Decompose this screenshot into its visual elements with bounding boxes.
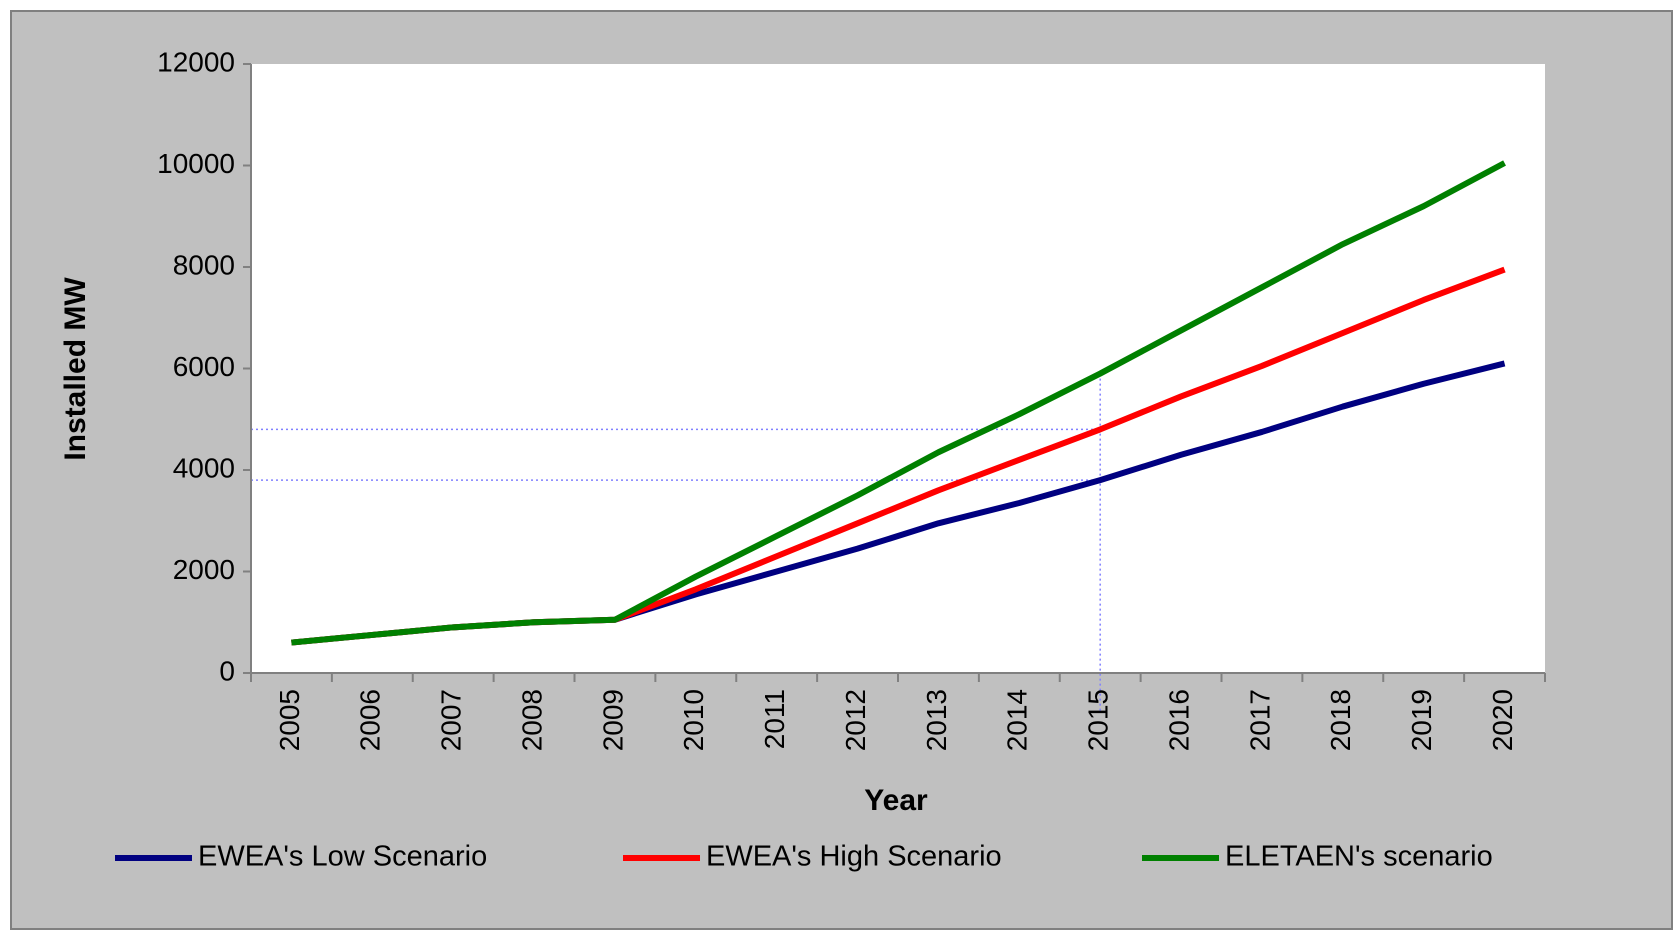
x-tick-label: 2016 <box>1163 689 1194 751</box>
x-tick-label: 2014 <box>1002 689 1033 751</box>
y-tick-label: 12000 <box>157 46 235 77</box>
legend-label: EWEA's High Scenario <box>706 841 1002 873</box>
x-tick-label: 2009 <box>597 689 628 751</box>
y-tick-label: 6000 <box>173 351 235 382</box>
plot-area <box>251 64 1545 673</box>
x-tick-label: 2013 <box>921 689 952 751</box>
x-tick-label: 2020 <box>1487 689 1518 751</box>
x-tick-label: 2019 <box>1406 689 1437 751</box>
legend-label: ELETAEN's scenario <box>1225 841 1493 873</box>
x-tick-label: 2017 <box>1244 689 1275 751</box>
x-tick-label: 2018 <box>1325 689 1356 751</box>
x-tick-label: 2006 <box>355 689 386 751</box>
y-axis-title: Installed MW <box>59 277 92 461</box>
x-tick-label: 2010 <box>678 689 709 751</box>
x-tick-label: 2011 <box>759 689 790 749</box>
x-tick-label: 2005 <box>274 689 305 751</box>
x-axis-title: Year <box>864 784 928 817</box>
legend-label: EWEA's Low Scenario <box>198 841 487 873</box>
y-tick-label: 8000 <box>173 249 235 280</box>
x-tick-label: 2012 <box>840 689 871 751</box>
y-tick-label: 2000 <box>173 554 235 585</box>
y-tick-label: 0 <box>219 655 235 686</box>
series-line <box>291 160 1506 646</box>
x-tick-label: 2008 <box>516 689 547 751</box>
y-tick-label: 4000 <box>173 452 235 483</box>
x-tick-label: 2007 <box>436 689 467 751</box>
x-tick-label: 2015 <box>1083 689 1114 751</box>
y-tick-label: 10000 <box>157 148 235 179</box>
